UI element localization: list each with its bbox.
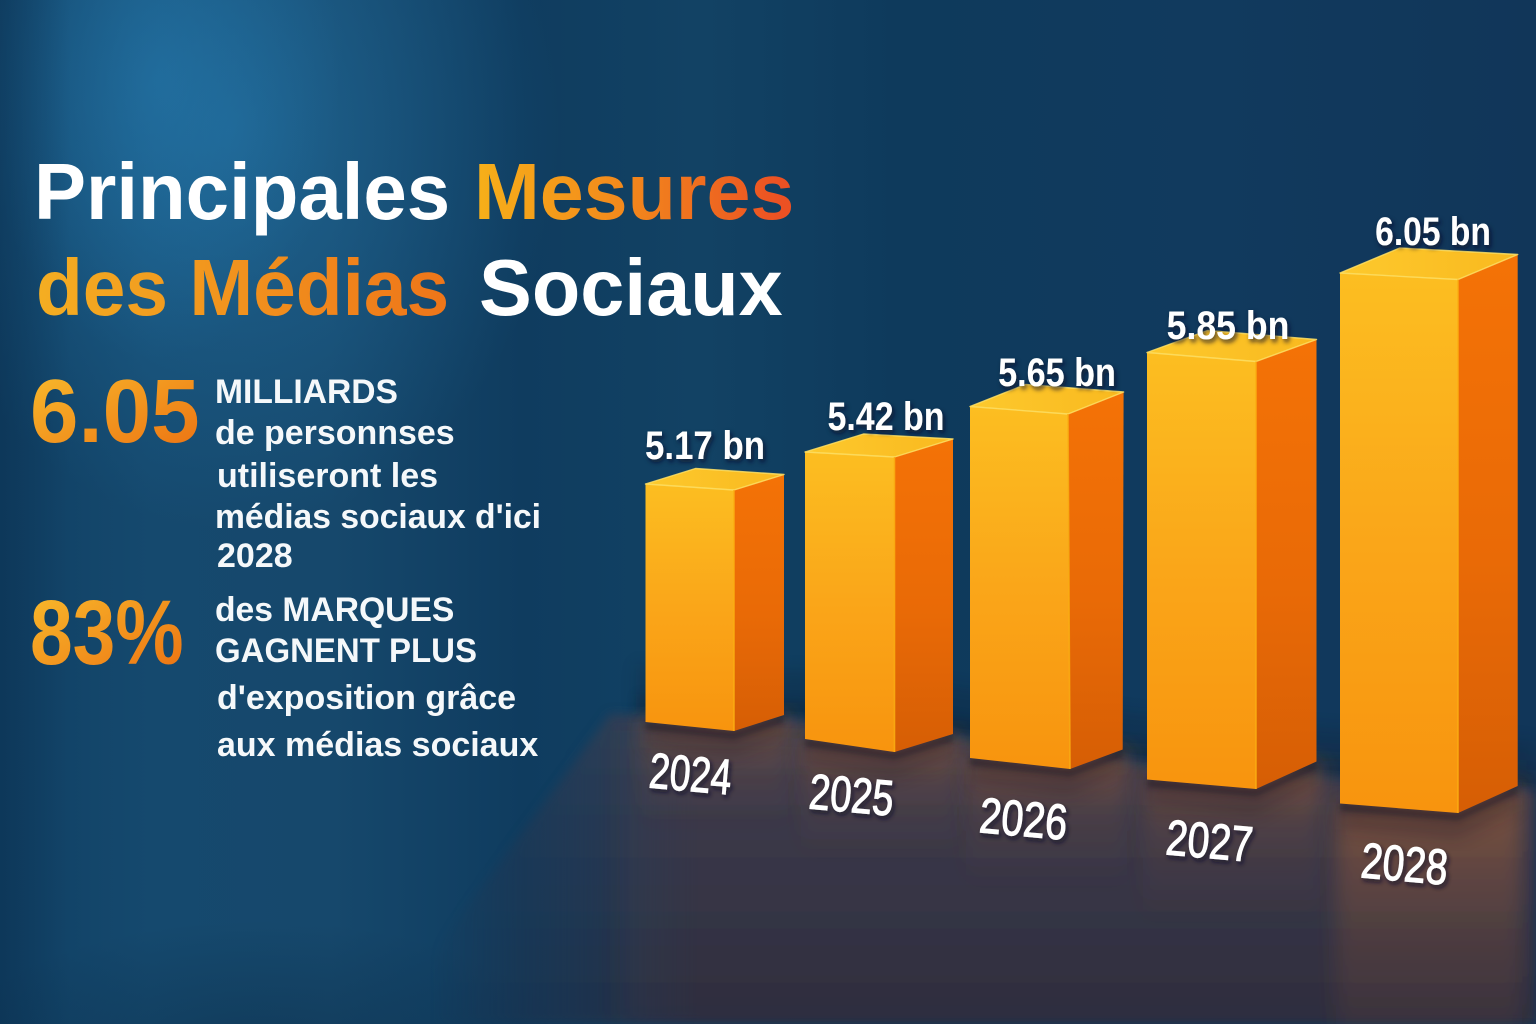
svg-text:5.42 bn: 5.42 bn: [827, 393, 944, 438]
svg-text:utiliseront les: utiliseront les: [217, 457, 438, 495]
svg-text:MILLIARDS: MILLIARDS: [215, 373, 398, 411]
svg-text:aux médias sociaux: aux médias sociaux: [217, 726, 538, 764]
svg-text:5.85 bn: 5.85 bn: [1167, 304, 1290, 348]
svg-text:des MARQUES: des MARQUES: [215, 591, 454, 629]
svg-text:5.17 bn: 5.17 bn: [645, 423, 765, 468]
svg-text:Principales: Principales: [34, 146, 450, 236]
svg-text:2025: 2025: [807, 765, 896, 827]
svg-text:2026: 2026: [977, 787, 1069, 851]
svg-text:83%: 83%: [30, 580, 184, 683]
svg-text:2027: 2027: [1164, 809, 1255, 873]
svg-text:de personnses: de personnses: [215, 414, 455, 452]
svg-text:des Médias: des Médias: [36, 242, 449, 332]
svg-text:GAGNENT PLUS: GAGNENT PLUS: [215, 633, 477, 671]
svg-text:5.65 bn: 5.65 bn: [998, 349, 1116, 394]
svg-text:2028: 2028: [1359, 832, 1450, 896]
svg-text:Mesures: Mesures: [474, 147, 794, 237]
svg-text:d'exposition grâce: d'exposition grâce: [217, 679, 516, 717]
svg-text:2028: 2028: [217, 537, 293, 575]
svg-text:6.05: 6.05: [30, 361, 200, 462]
svg-text:médias sociaux d'ici: médias sociaux d'ici: [215, 498, 541, 536]
svg-text:2024: 2024: [647, 743, 734, 806]
svg-text:6.05 bn: 6.05 bn: [1375, 209, 1491, 253]
svg-text:Sociaux: Sociaux: [479, 243, 783, 332]
